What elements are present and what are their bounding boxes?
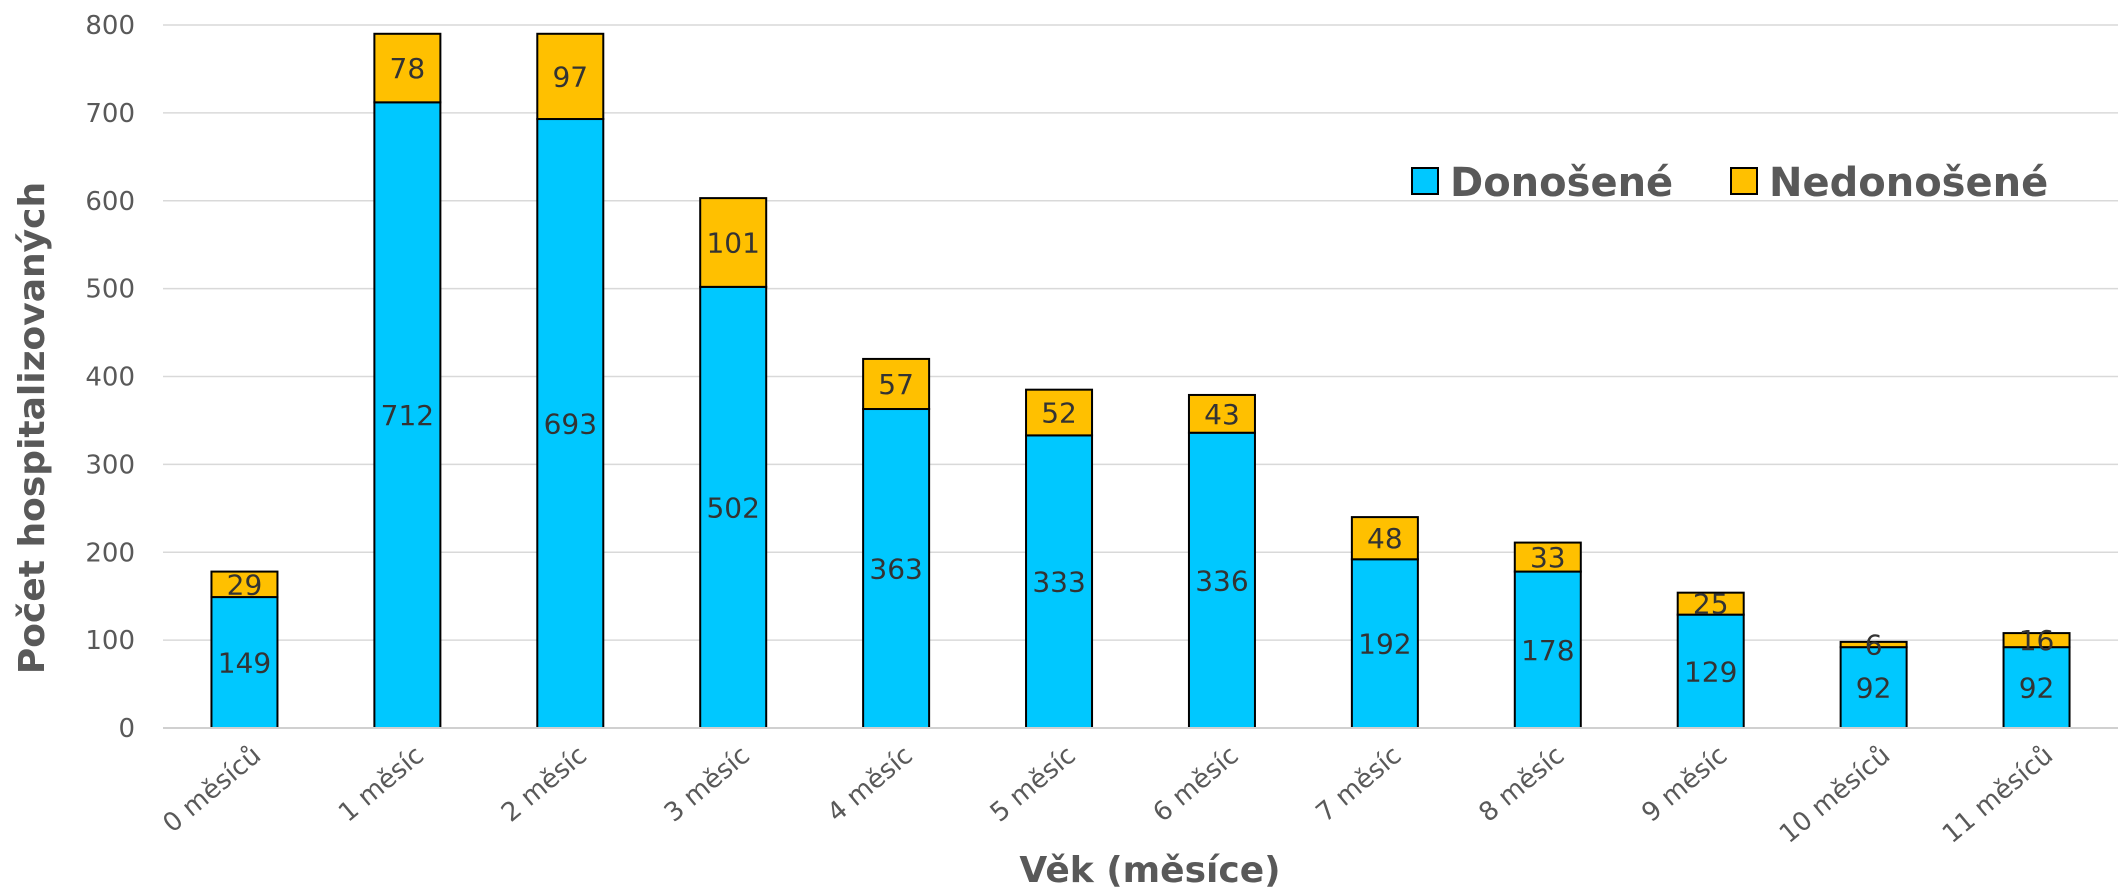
bar-nedonosene[interactable] — [1187, 393, 1256, 434]
y-tick-label: 200 — [85, 538, 135, 568]
y-tick-label: 400 — [85, 363, 135, 393]
y-axis-tick-labels: 0 100 200 300 400 500 600 700 800 — [85, 11, 135, 744]
data-label-donosene: 502 — [706, 491, 759, 524]
data-label-donosene: 336 — [1195, 564, 1248, 597]
x-tick-label: 3 měsíc — [659, 740, 756, 828]
x-axis-title: Věk (měsíce) — [1019, 850, 1280, 890]
x-tick-label: 2 měsíc — [496, 740, 593, 828]
data-labels: 1492971278693975021013635733352336431924… — [218, 52, 2055, 705]
data-label-donosene: 149 — [218, 647, 271, 680]
x-tick-label: 10 měsíců — [1774, 740, 1896, 849]
data-label-donosene: 92 — [1856, 672, 1892, 705]
bar-nedonosene[interactable] — [699, 197, 768, 288]
y-tick-label: 300 — [85, 450, 135, 480]
x-tick-label: 4 měsíc — [822, 740, 919, 828]
bar-nedonosene[interactable] — [1025, 388, 1094, 437]
y-axis-title: Počet hospitalizovaných — [12, 182, 53, 674]
bar-nedonosene[interactable] — [1676, 591, 1745, 616]
legend-label: Donošené — [1450, 160, 1673, 206]
data-label-nedonosene: 78 — [390, 52, 426, 85]
bar-donosene[interactable] — [373, 101, 442, 729]
data-label-nedonosene: 25 — [1693, 588, 1729, 621]
legend-label: Nedonošené — [1769, 160, 2048, 206]
data-label-nedonosene: 48 — [1367, 522, 1403, 555]
x-axis-category-labels: 0 měsíců 1 měsíc 2 měsíc 3 měsíc 4 měsíc 5 mě… — [158, 740, 2060, 849]
data-label-nedonosene: 16 — [2019, 624, 2055, 657]
data-label-donosene: 178 — [1521, 634, 1574, 667]
y-tick-label: 600 — [85, 187, 135, 217]
data-label-donosene: 363 — [869, 553, 922, 586]
x-tick-label: 1 měsíc — [333, 740, 430, 828]
x-tick-label: 7 měsíc — [1311, 740, 1408, 828]
bar-nedonosene[interactable] — [210, 570, 279, 599]
bar-donosene[interactable] — [1513, 570, 1582, 730]
bar-nedonosene[interactable] — [373, 32, 442, 104]
data-label-nedonosene: 52 — [1041, 397, 1077, 430]
y-tick-label: 100 — [85, 626, 135, 656]
bar-donosene[interactable] — [536, 118, 605, 730]
data-label-donosene: 129 — [1684, 655, 1737, 688]
legend-swatch — [1730, 167, 1758, 195]
y-tick-label: 800 — [85, 11, 135, 41]
bar-donosene[interactable] — [1025, 434, 1094, 729]
x-tick-label: 11 měsíců — [1937, 740, 2059, 849]
y-tick-label: 0 — [118, 714, 135, 744]
data-label-donosene: 693 — [544, 408, 597, 441]
x-tick-label: 8 měsíc — [1473, 740, 1570, 828]
data-label-nedonosene: 97 — [552, 60, 588, 93]
bar-nedonosene[interactable] — [536, 32, 605, 121]
x-tick-label: 9 měsíc — [1636, 740, 1733, 828]
data-label-nedonosene: 43 — [1204, 398, 1240, 431]
data-label-donosene: 192 — [1358, 628, 1411, 661]
data-label-nedonosene: 29 — [227, 568, 263, 601]
bar-donosene[interactable] — [1839, 646, 1908, 730]
bar-nedonosene[interactable] — [1513, 541, 1582, 573]
bar-nedonosene[interactable] — [1350, 516, 1419, 561]
legend-swatch — [1411, 167, 1439, 195]
legend[interactable]: Donošené Nedonošené — [1411, 160, 2048, 206]
data-label-nedonosene: 6 — [1865, 629, 1883, 662]
y-tick-label: 500 — [85, 275, 135, 305]
data-label-nedonosene: 57 — [878, 368, 914, 401]
data-label-donosene: 333 — [1032, 566, 1085, 599]
gridlines — [163, 24, 2118, 641]
data-label-nedonosene: 101 — [706, 226, 759, 259]
bars — [210, 32, 2071, 730]
bar-nedonosene[interactable] — [1839, 640, 1908, 649]
bar-donosene[interactable] — [210, 596, 279, 729]
data-label-nedonosene: 33 — [1530, 541, 1566, 574]
data-label-donosene: 712 — [381, 399, 434, 432]
x-tick-label: 5 měsíc — [985, 740, 1082, 828]
data-label-donosene: 92 — [2019, 672, 2055, 705]
bar-donosene[interactable] — [1676, 613, 1745, 729]
x-tick-label: 6 měsíc — [1148, 740, 1245, 828]
y-tick-label: 700 — [85, 99, 135, 129]
bar-nedonosene[interactable] — [862, 357, 931, 411]
bar-nedonosene[interactable] — [2002, 632, 2071, 649]
x-tick-label: 0 měsíců — [158, 740, 267, 839]
